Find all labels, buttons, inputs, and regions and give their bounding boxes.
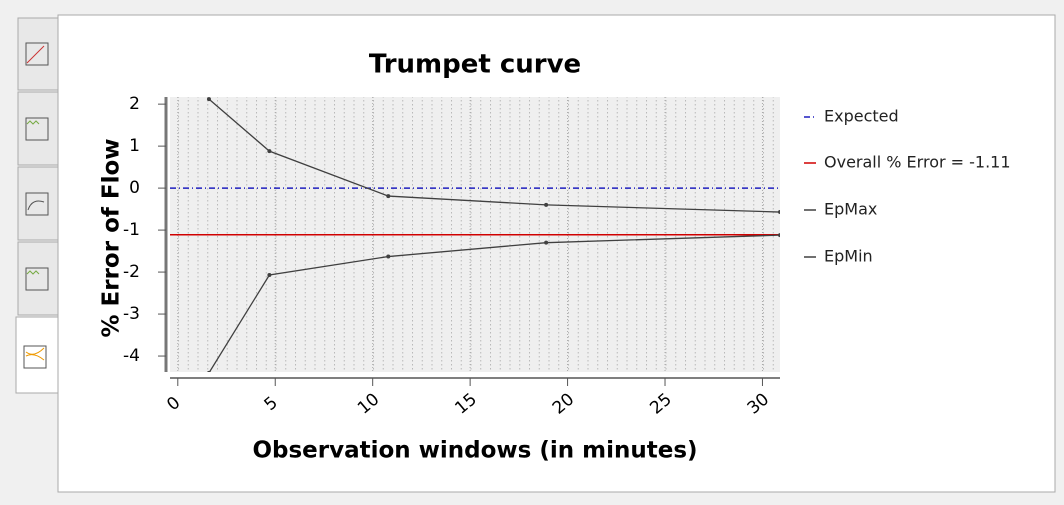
data-point [207, 370, 211, 372]
y-tick-label: -4 [123, 346, 140, 366]
tab[interactable] [17, 241, 59, 316]
x-axis-label: Observation windows (in minutes) [252, 438, 697, 464]
data-point [386, 194, 391, 199]
tab[interactable] [17, 17, 59, 91]
legend-label: Overall % Error = -1.11 [824, 153, 1011, 172]
y-tick-label: -2 [123, 262, 140, 282]
legend-label: Expected [824, 107, 899, 126]
tab-icons [23, 42, 49, 369]
legend-label: EpMax [824, 200, 877, 219]
data-point [544, 202, 549, 207]
y-axis-label: % Error of Flow [99, 138, 125, 337]
data-point [267, 149, 272, 154]
data-point [778, 233, 780, 238]
data-point [544, 240, 549, 245]
y-tick-label: -3 [123, 304, 140, 324]
data-point [206, 97, 211, 102]
y-tick-label: -1 [123, 220, 140, 240]
tab[interactable] [17, 166, 59, 241]
data-point [267, 273, 272, 278]
y-tick-label: 0 [129, 178, 140, 198]
legend-label: EpMin [824, 247, 873, 266]
plot-content [170, 97, 780, 372]
data-point [386, 254, 391, 259]
tab-strip [15, 17, 61, 394]
data-point [778, 210, 780, 215]
tab-active[interactable] [15, 316, 61, 394]
tab[interactable] [17, 91, 59, 166]
y-tick-label: 1 [129, 136, 140, 156]
y-tick-label: 2 [129, 94, 140, 114]
chart-title: Trumpet curve [369, 50, 581, 80]
